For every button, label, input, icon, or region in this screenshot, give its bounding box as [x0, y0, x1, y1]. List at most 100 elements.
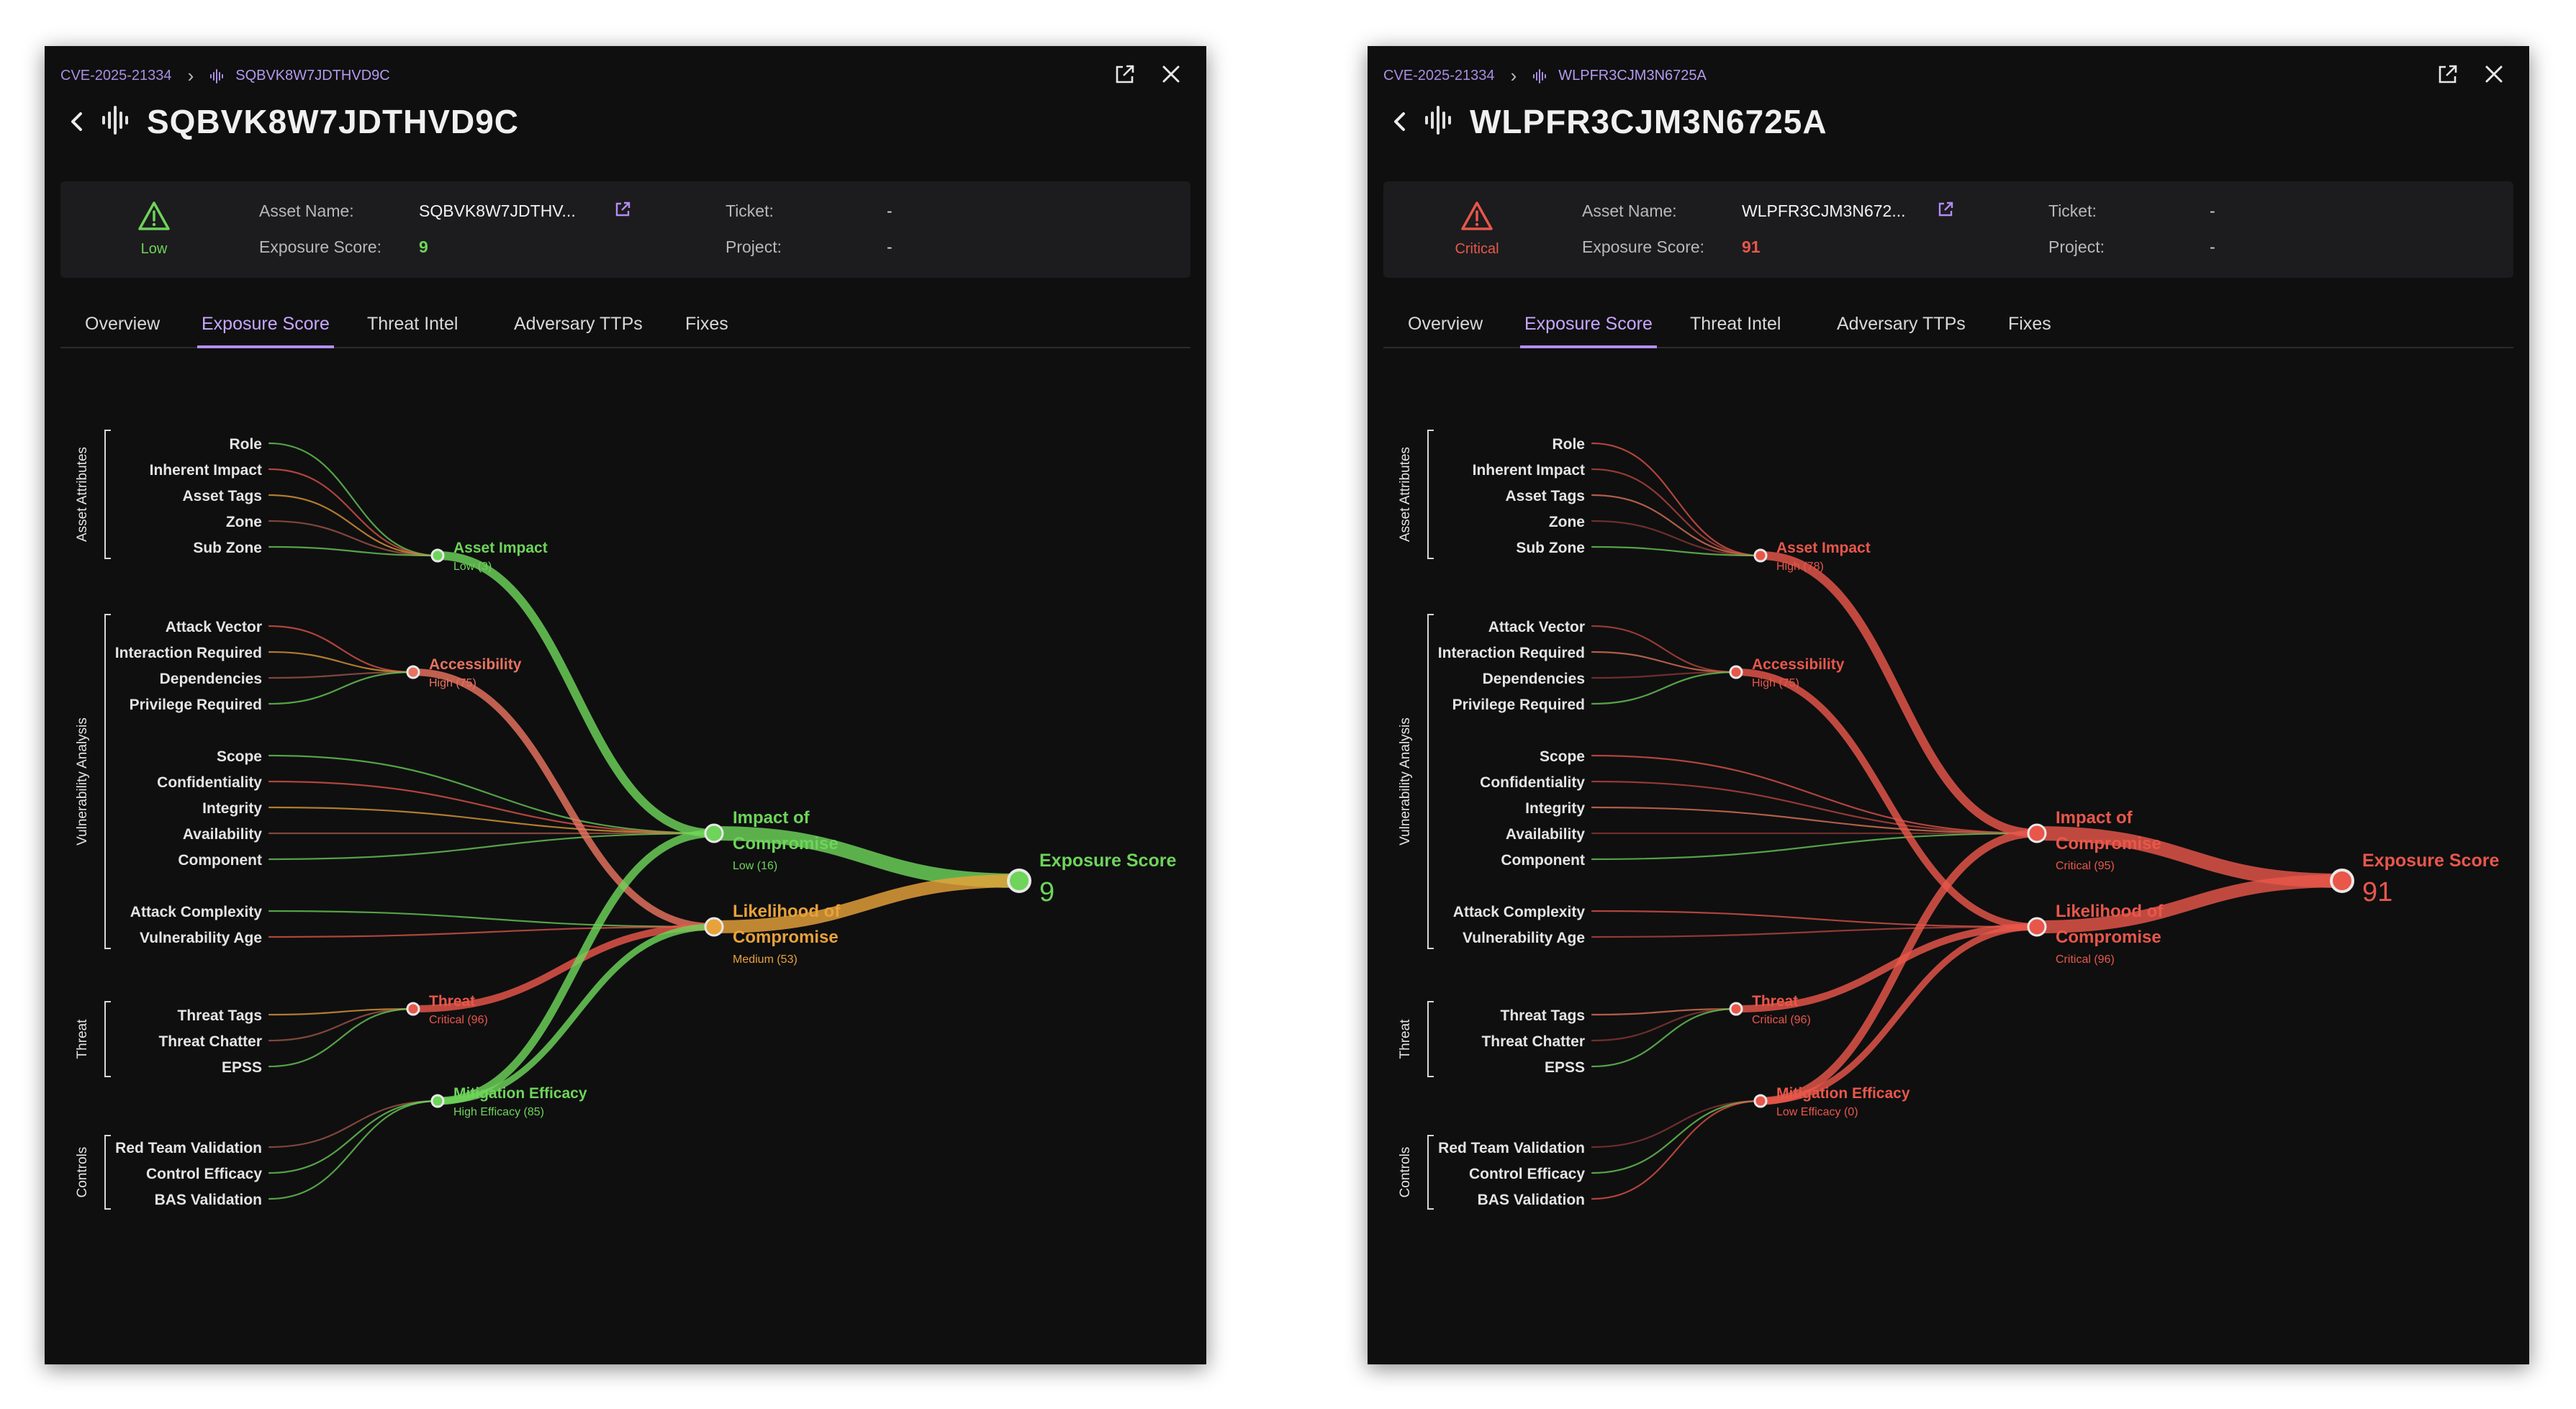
exposure-score-graph: Role Inherent Impact Asset Tags Zone Sub Zon…: [1398, 430, 2499, 1210]
factor-flow-line: [1591, 468, 1762, 557]
node-label: Likelihood of: [733, 902, 841, 921]
factor-flow-line: [268, 1100, 439, 1174]
factor-label: Control Efficacy: [146, 1166, 262, 1182]
asset-name-value: SQBVK8W7JDTHV...: [419, 201, 576, 220]
tab-fixes[interactable]: Fixes: [2008, 314, 2051, 334]
group-bracket: [104, 614, 111, 949]
external-link-icon[interactable]: [1936, 200, 1955, 223]
factor-flow-line: [268, 754, 715, 835]
close-icon[interactable]: [1159, 62, 1183, 90]
close-icon[interactable]: [2482, 62, 2506, 90]
score-flow-band: [434, 923, 718, 1105]
node-sub-label: High (75): [429, 677, 476, 689]
score-node-impact[interactable]: [2027, 823, 2047, 843]
factor-label: Vulnerability Age: [140, 930, 262, 946]
factor-label: Inherent Impact: [150, 462, 262, 479]
score-node-exposure[interactable]: [2330, 869, 2354, 893]
factor-label: Privilege Required: [130, 697, 262, 713]
score-node-accessibility[interactable]: [1729, 665, 1743, 679]
factor-label: Threat Chatter: [158, 1033, 262, 1050]
breadcrumb-cve[interactable]: CVE-2025-21334: [60, 68, 172, 83]
chevron-right-icon: ›: [1510, 65, 1517, 86]
factor-label: Integrity: [1525, 800, 1585, 817]
score-node-asset-impact[interactable]: [430, 548, 445, 563]
score-node-likelihood[interactable]: [2027, 917, 2047, 937]
external-link-icon[interactable]: [1113, 62, 1137, 90]
factor-label: Asset Tags: [183, 488, 263, 504]
factor-flow-line: [1591, 520, 1762, 557]
score-node-impact[interactable]: [704, 823, 724, 843]
score-node-asset-impact[interactable]: [1753, 548, 1768, 563]
factor-label: Red Team Validation: [115, 1140, 262, 1156]
factor-label: Threat Chatter: [1481, 1033, 1585, 1050]
factor-flow-line: [1591, 651, 1737, 674]
factor-flow-line: [268, 1100, 439, 1149]
node-sub-label: Critical (96): [1752, 1014, 1811, 1026]
node-label: Impact of: [2056, 808, 2133, 828]
factor-flow-line: [268, 1007, 415, 1042]
severity-badge: Critical: [1448, 200, 1506, 258]
tab-overview[interactable]: Overview: [1408, 314, 1483, 334]
tab-threat-intel[interactable]: Threat Intel: [1690, 314, 1781, 334]
score-node-threat[interactable]: [406, 1002, 420, 1016]
score-node-threat[interactable]: [1729, 1002, 1743, 1016]
factor-label: BAS Validation: [155, 1192, 262, 1208]
score-flow-band: [433, 551, 718, 838]
asset-name-label: Asset Name:: [259, 201, 354, 220]
node-label: Medium (53): [733, 953, 797, 966]
score-flow-band: [708, 874, 1026, 933]
factor-label: Role: [1552, 436, 1585, 453]
factor-flow-line: [1591, 1100, 1762, 1200]
tab-exposure-score[interactable]: Exposure Score: [1520, 314, 1657, 348]
asset-name-value: WLPFR3CJM3N672...: [1742, 201, 1906, 220]
exposure-score-node-value: 9: [1039, 877, 1054, 907]
factor-flow-line: [1591, 806, 2038, 835]
tab-exposure-score[interactable]: Exposure Score: [197, 314, 334, 348]
ticket-label: Ticket:: [2048, 201, 2097, 220]
external-link-icon[interactable]: [613, 200, 632, 223]
external-link-icon[interactable]: [2436, 62, 2460, 90]
score-flow-band: [1732, 923, 2041, 1012]
exposure-score-value: 91: [1742, 237, 1761, 256]
factor-label: Integrity: [202, 800, 262, 817]
factor-flow-line: [1591, 832, 2038, 861]
tab-adversary-ttps[interactable]: Adversary TTPs: [514, 314, 643, 334]
factor-label: Sub Zone: [1516, 540, 1585, 556]
factor-flow-line: [1591, 1100, 1762, 1174]
score-node-mitigation[interactable]: [1753, 1094, 1768, 1108]
node-label: Impact of: [733, 808, 810, 828]
warning-triangle-icon: [1461, 201, 1493, 230]
factor-flow-line: [1591, 780, 2038, 835]
exposure-score-value: 9: [419, 237, 428, 256]
score-node-exposure[interactable]: [1007, 869, 1031, 893]
tab-threat-intel[interactable]: Threat Intel: [367, 314, 458, 334]
tab-fixes[interactable]: Fixes: [685, 314, 728, 334]
project-value: -: [2210, 237, 2215, 256]
node-label: Accessibility: [429, 656, 522, 673]
node-sub-label: High Efficacy (85): [453, 1106, 544, 1118]
breadcrumb: CVE-2025-21334 › SQBVK8W7JDTHVD9C: [60, 65, 390, 87]
breadcrumb: CVE-2025-21334 › WLPFR3CJM3N6725A: [1383, 65, 1707, 87]
exposure-score-label: Exposure Score:: [259, 237, 382, 256]
factor-flow-line: [1591, 1007, 1737, 1068]
tab-adversary-ttps[interactable]: Adversary TTPs: [1837, 314, 1966, 334]
score-node-likelihood[interactable]: [704, 917, 724, 937]
factor-label: Zone: [226, 514, 262, 530]
node-label: Compromise: [2056, 928, 2161, 947]
breadcrumb-asset[interactable]: SQBVK8W7JDTHVD9C: [235, 68, 390, 83]
chevron-left-icon[interactable]: [1389, 107, 1411, 136]
chevron-left-icon[interactable]: [66, 107, 88, 136]
factor-label: Confidentiality: [157, 774, 262, 791]
factor-label: Component: [178, 852, 262, 869]
tab-overview[interactable]: Overview: [85, 314, 161, 334]
group-label: Threat: [1398, 1019, 1413, 1059]
factor-label: Interaction Required: [115, 645, 262, 661]
score-flow-band: [1732, 669, 2041, 930]
factor-label: Attack Complexity: [130, 904, 263, 920]
breadcrumb-asset[interactable]: WLPFR3CJM3N6725A: [1558, 68, 1707, 83]
score-node-mitigation[interactable]: [430, 1094, 445, 1108]
breadcrumb-cve[interactable]: CVE-2025-21334: [1383, 68, 1495, 83]
score-node-accessibility[interactable]: [406, 665, 420, 679]
ticket-value: -: [2210, 201, 2215, 220]
page-title: SQBVK8W7JDTHVD9C: [147, 103, 519, 140]
